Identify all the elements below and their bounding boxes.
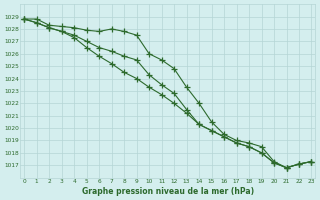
- X-axis label: Graphe pression niveau de la mer (hPa): Graphe pression niveau de la mer (hPa): [82, 187, 254, 196]
